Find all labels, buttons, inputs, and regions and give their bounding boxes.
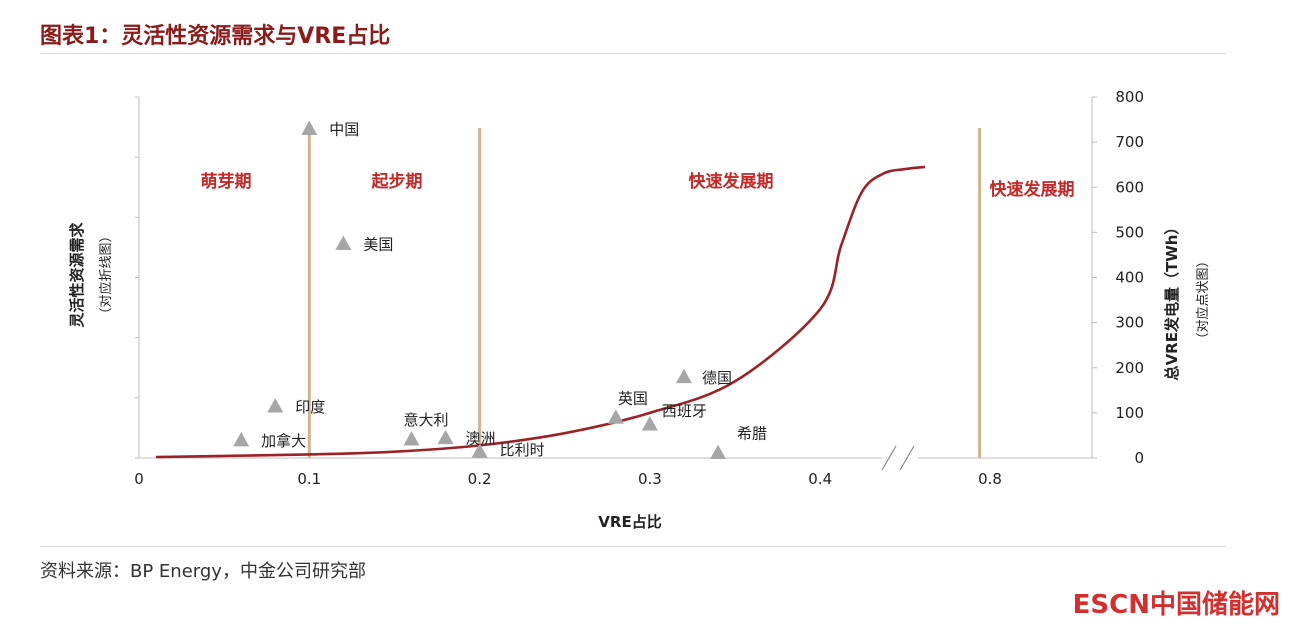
y-right-tick-label: 800 (1115, 88, 1144, 106)
x-tick-label: 0.1 (297, 470, 321, 488)
data-point (335, 235, 352, 251)
data-point-label: 意大利 (403, 411, 448, 429)
chart-title: 图表1：灵活性资源需求与VRE占比 (40, 24, 391, 49)
x-tick-label: 0.8 (978, 470, 1002, 488)
axis-break-mark (899, 445, 915, 471)
top-divider (40, 53, 1226, 54)
x-tick-label: 0.4 (808, 470, 832, 488)
y-right-tick-label: 200 (1115, 359, 1144, 377)
data-point (675, 368, 692, 384)
data-point (607, 409, 624, 424)
y-axis-right-subtitle: （对应点状图） (1195, 254, 1211, 345)
data-point-label: 西班牙 (662, 402, 707, 420)
x-axis-title: VRE占比 (598, 513, 661, 531)
axis-break-mark (881, 445, 897, 471)
phase-label: 快速发展期 (990, 179, 1075, 200)
y-right-tick-label: 600 (1115, 178, 1144, 196)
data-point (403, 431, 420, 446)
y-right-tick-label: 100 (1115, 404, 1144, 422)
data-point-label: 英国 (618, 389, 648, 407)
y-right-tick-label: 400 (1115, 269, 1144, 287)
data-point-label: 比利时 (500, 441, 545, 459)
y-right-tick-label: 0 (1134, 449, 1144, 467)
phase-label: 快速发展期 (689, 171, 774, 192)
y-right-tick-label: 300 (1115, 314, 1144, 332)
data-point-label: 中国 (329, 121, 359, 139)
y-axis-right-title: 总VRE发电量（TWh） (1163, 220, 1181, 381)
data-point (641, 416, 658, 431)
data-point (710, 444, 727, 459)
bottom-divider (40, 546, 1226, 547)
data-point (267, 398, 284, 413)
data-point-label: 美国 (363, 236, 393, 254)
data-point-label: 希腊 (737, 425, 767, 443)
y-right-tick-label: 700 (1115, 133, 1144, 151)
data-point (301, 120, 318, 135)
y-axis-left-subtitle: （对应折线图） (98, 229, 114, 320)
data-point-label: 德国 (702, 369, 732, 387)
source-note: 资料来源：BP Energy，中金公司研究部 (40, 561, 366, 582)
demand-curve (156, 165, 926, 459)
x-tick-label: 0.2 (468, 470, 492, 488)
data-point-label: 澳洲 (466, 430, 496, 448)
phase-label: 起步期 (371, 171, 423, 192)
data-point-label: 印度 (295, 398, 325, 416)
data-point (471, 443, 488, 458)
brand-logo: ESCN中国储能网 (1072, 590, 1280, 620)
x-tick-label: 0 (134, 470, 144, 488)
data-point-label: 加拿大 (261, 432, 306, 450)
data-point (233, 431, 250, 447)
phase-label: 萌芽期 (201, 171, 252, 192)
y-axis-left-title: 灵活性资源需求 (68, 222, 86, 328)
x-tick-label: 0.3 (638, 470, 662, 488)
data-point (437, 429, 454, 445)
y-right-tick-label: 500 (1115, 223, 1144, 241)
